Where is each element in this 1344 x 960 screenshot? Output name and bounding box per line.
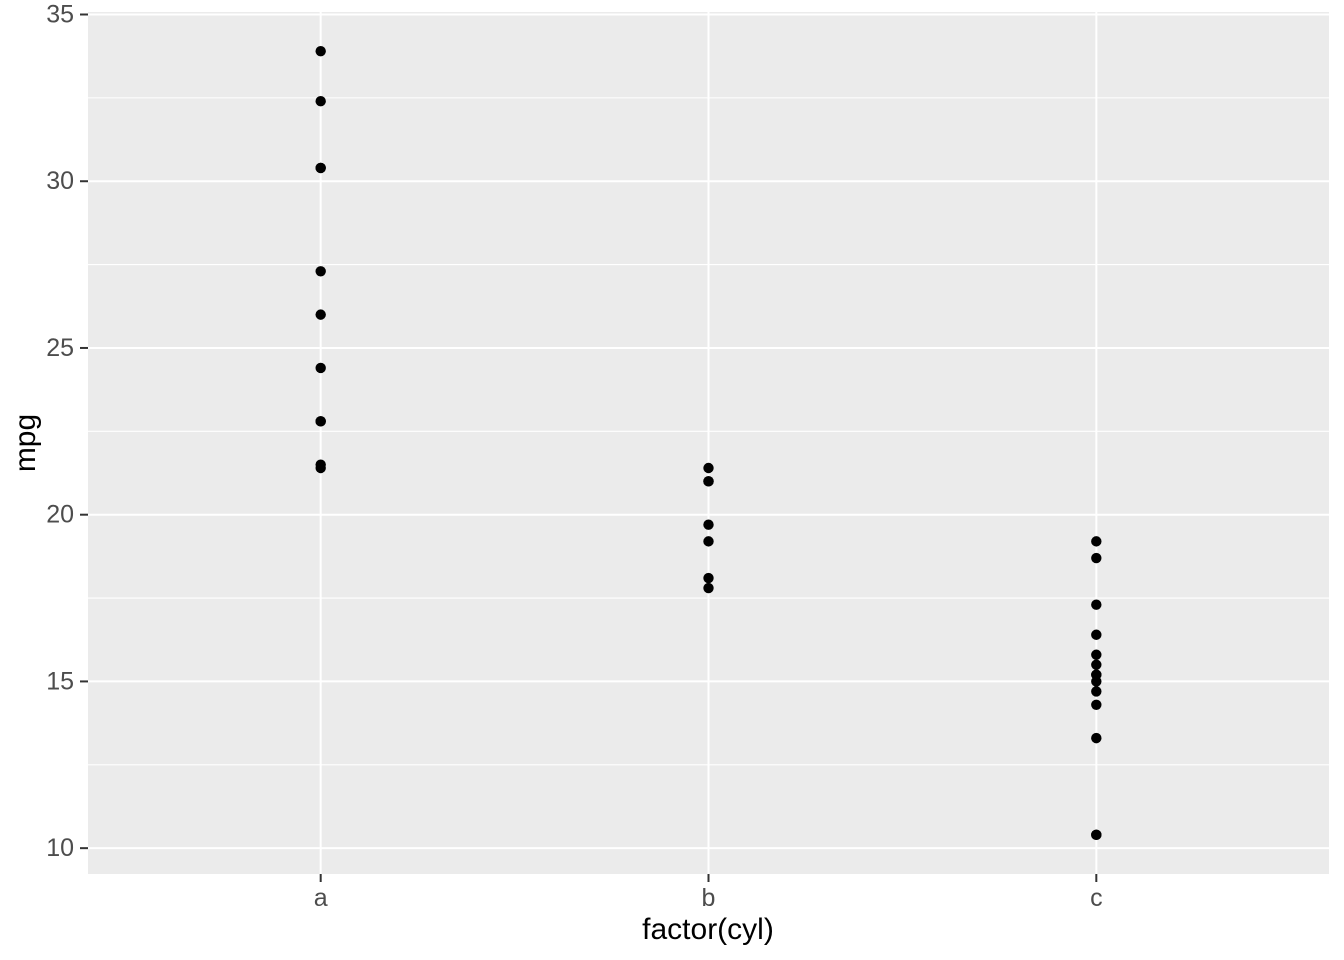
y-tick-label: 30 <box>46 167 74 195</box>
y-tick-label: 25 <box>46 334 74 362</box>
data-point <box>703 476 714 487</box>
y-tick-label: 20 <box>46 501 74 529</box>
y-tick-label: 35 <box>46 1 74 29</box>
data-point <box>1091 659 1102 670</box>
data-point <box>315 266 326 277</box>
data-point <box>1091 686 1102 697</box>
data-point <box>703 572 714 584</box>
data-point <box>703 519 714 530</box>
data-point <box>1091 552 1102 564</box>
data-point <box>315 162 326 174</box>
data-point <box>315 416 326 427</box>
y-tick-label: 15 <box>46 667 74 695</box>
data-point <box>315 309 326 320</box>
data-point <box>1091 649 1102 660</box>
data-point <box>703 462 714 474</box>
x-tick-label: a <box>314 884 328 912</box>
data-point <box>1091 599 1102 610</box>
data-point <box>1091 829 1102 841</box>
data-point <box>1091 676 1102 687</box>
data-point <box>1091 732 1102 744</box>
x-tick-label: c <box>1090 884 1103 912</box>
data-point <box>1091 629 1102 640</box>
data-point <box>1091 699 1102 710</box>
data-point <box>315 45 326 57</box>
data-point <box>1091 536 1102 547</box>
data-point <box>315 96 326 107</box>
data-point <box>703 536 714 547</box>
data-point <box>315 462 326 474</box>
data-point <box>315 362 326 374</box>
data-point <box>703 582 714 594</box>
y-tick-label: 10 <box>46 834 74 862</box>
x-tick-label: b <box>702 884 716 912</box>
